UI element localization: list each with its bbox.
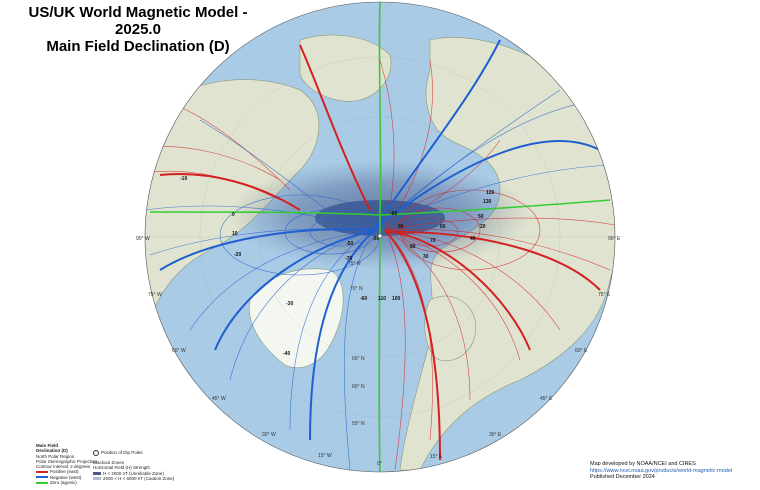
longitude-label: 90° E	[608, 236, 621, 242]
longitude-label: 90° W	[136, 236, 150, 242]
legend-contour-interval: Contour interval: 2 degrees	[36, 464, 91, 470]
contour-label: 90	[398, 224, 404, 230]
contour-label: -80	[390, 211, 397, 217]
credit-url[interactable]: https://www.ncei.noaa.gov/products/world…	[590, 467, 733, 474]
contour-label: 120	[486, 190, 495, 196]
contour-labels: -10 0 10 -20 -30 -40 -50 -60 -70 -80 -90…	[180, 176, 495, 357]
legend-positive: Positive (east)	[36, 469, 97, 474]
longitude-label: 0°	[377, 461, 382, 467]
contour-label: 0	[232, 212, 235, 218]
latitude-label: 55° N	[352, 421, 365, 427]
contour-label: 20	[480, 224, 486, 230]
credit-block: Map developed by NOAA/NCEI and CIRES htt…	[590, 461, 732, 481]
legend: Main Field Declination (D) North Polar R…	[36, 443, 97, 485]
longitude-label: 15° W	[318, 453, 332, 459]
longitude-label: 15° E	[430, 454, 443, 460]
contour-label: 40	[470, 236, 476, 242]
contour-label: -20	[234, 252, 241, 258]
legend-region: North Polar Region	[36, 453, 75, 459]
contour-label: -50	[346, 241, 353, 247]
contour-label: 30	[423, 254, 429, 260]
legend-blackout-sub: Horizontal Field (H) Strength	[93, 465, 151, 471]
land-north-america	[145, 79, 320, 381]
contour-label: 80	[410, 244, 416, 250]
map-subtitle: Main Field Declination (D)	[46, 38, 230, 55]
contour-label: 10	[232, 231, 238, 237]
longitude-label: 75° W	[148, 292, 162, 298]
latitude-label: 65° N	[352, 356, 365, 362]
legend-zero: Zero (agonic)	[36, 480, 97, 485]
contour-label: 50	[478, 214, 484, 220]
contour-label: -40	[283, 351, 290, 357]
latitude-label: 60° N	[352, 384, 365, 390]
land-alaska	[299, 34, 392, 102]
positive-major-contours	[159, 44, 601, 461]
longitude-label: 30° E	[489, 432, 502, 438]
legend-heading-sub: Declination (D)	[36, 448, 68, 454]
longitude-label: 45° E	[540, 396, 553, 402]
latitude-label: 75° N	[348, 261, 361, 267]
contour-label: -30	[286, 301, 293, 307]
contour-label: -90	[372, 236, 379, 242]
longitude-label: 45° W	[212, 396, 226, 402]
legend-blackout-caution: 2000 < H < 6000 nT (Caution Zone)	[93, 476, 174, 481]
contour-label: 110	[378, 296, 386, 302]
legend-negative: Negative (west)	[36, 475, 97, 480]
legend-heading: Main Field	[36, 443, 59, 448]
contour-label: -60	[360, 296, 367, 302]
longitude-label: 75° E	[598, 292, 611, 298]
longitude-label: 60° W	[172, 348, 186, 354]
contour-label: 60	[440, 224, 446, 230]
map-title-block: US/UK World Magnetic Model - 2025.0 Main…	[8, 4, 268, 55]
land-scandinavia	[424, 295, 477, 362]
longitude-label: 30° W	[262, 432, 276, 438]
contour-label: 70	[430, 238, 436, 244]
longitude-label: 60° E	[575, 348, 588, 354]
legend-blackout: Position of Dip Poles Blackout Zones Hor…	[93, 450, 174, 481]
legend-dip-pole: Position of Dip Poles	[93, 450, 174, 456]
latitude-label: 70° N	[350, 286, 363, 292]
contour-label: -10	[180, 176, 187, 182]
contour-label: -70	[345, 256, 352, 262]
credit-developer: Map developed by NOAA/NCEI and CIRES	[590, 461, 696, 467]
contour-label: 100	[392, 296, 401, 302]
credit-published: Published December 2024	[590, 474, 655, 481]
legend-blackout-heading: Blackout Zones	[93, 460, 125, 465]
contour-label: 130	[483, 199, 492, 205]
latitude-labels: 75° N 70° N 65° N 60° N 55° N	[348, 261, 365, 427]
map-border	[144, 1, 616, 473]
dip-pole-marker	[377, 233, 383, 239]
legend-projection: Polar Stereographic Projection	[36, 458, 98, 464]
map-title: US/UK World Magnetic Model - 2025.0	[28, 4, 248, 38]
longitude-labels: 90° W 90° E 75° E 60° E 45° E 30° E 15° …	[136, 236, 621, 467]
legend-blackout-unreliable: H < 2000 nT (Unreliable Zone)	[93, 471, 174, 476]
